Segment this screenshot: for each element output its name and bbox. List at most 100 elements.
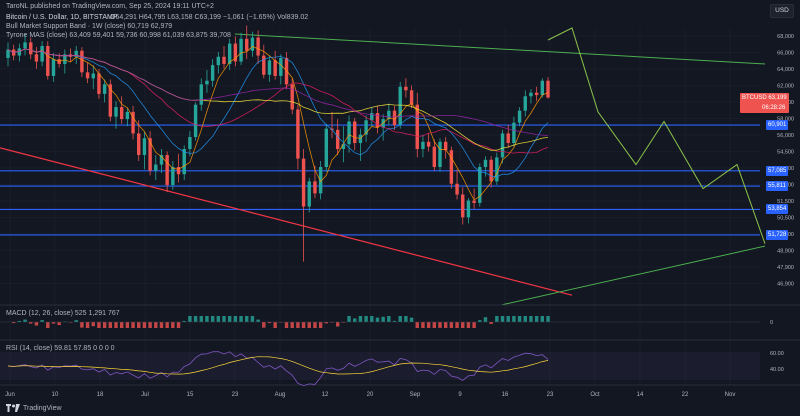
candle-body [46,45,50,76]
tradingview-footer[interactable]: TradingView [6,404,62,412]
symbol-title: Bitcoin / U.S. Dollar, 1D, BITSTAMP [6,14,118,21]
moving-average-line [7,48,549,178]
macd-bar [358,316,363,322]
macd-bar [125,322,130,328]
candle-body [188,137,192,150]
candle-body [216,56,221,66]
candle-body [364,120,368,135]
macd-bar [478,320,482,322]
candle-body [159,155,164,165]
macd-bar [34,322,39,326]
candle-body [341,144,346,150]
candle-body [392,110,397,126]
macd-bar [176,322,181,328]
price-axis-label: 54,500 [777,150,794,156]
candle-body [205,80,209,85]
candle-body [404,86,408,91]
candle-body [296,109,300,159]
macd-bar [506,316,510,322]
candle-body [370,113,374,121]
currency-selector[interactable]: USD [770,4,794,18]
macd-bar [51,322,56,324]
macd-bar [17,320,22,322]
macd-bar [85,322,90,328]
macd-bar [199,316,203,322]
macd-bar [438,322,442,328]
candle-body [489,159,493,182]
macd-bar [245,316,249,322]
macd-bar [335,322,340,327]
macd-bar [262,322,266,328]
candle-body [318,166,323,194]
candle-body [199,84,203,105]
candle-body [63,54,67,64]
macd-bar [398,316,402,322]
macd-bar [392,320,397,322]
tradingview-logo-icon [6,404,20,412]
candle-body [102,84,107,94]
macd-bar [330,322,334,323]
time-axis-label: 16 [502,392,509,398]
candle-body [114,107,118,117]
candle-body [210,65,215,81]
macd-bar [375,317,380,322]
macd-bar [29,322,33,324]
macd-bar [91,322,95,327]
candle-body [529,92,533,97]
macd-bar [353,318,357,322]
macd-bar [102,322,107,328]
macd-bar [415,322,419,328]
time-axis-label: 23 [232,392,239,398]
candle-body [461,194,465,218]
rsi-ma-line [7,356,549,375]
price-axis-label: 56,000 [777,133,794,139]
price-axis-label: 62,000 [777,84,794,90]
time-axis-label: Oct [590,392,600,398]
price-axis-label: 48,900 [777,249,794,255]
macd-bar [404,316,408,322]
candle-body [375,113,380,128]
macd-label: MACD (12, 26, close) 525 1,291 767 [6,310,120,317]
macd-bar [40,320,44,322]
level-price-tag: 60,901 [766,120,789,131]
macd-bar [529,316,533,322]
macd-bar [426,322,431,328]
macd-bar [273,322,277,328]
candle-body [478,166,482,203]
macd-bar [421,322,425,328]
candle-body [517,110,522,123]
candle-body [534,92,539,96]
macd-bar [290,322,294,328]
candle-body [313,181,317,194]
macd-bar [512,316,516,322]
rsi-band [0,352,760,380]
candle-body [472,200,476,203]
level-price-tag: 53,854 [766,204,789,215]
candle-body [290,84,294,110]
band-legend: Bull Market Support Band · 1W (close) 60… [6,23,173,30]
macd-bar [182,320,186,322]
macd-bar [461,322,465,328]
macd-bar [540,316,545,322]
macd-bar [489,322,493,324]
macd-bar [137,322,141,328]
candle-body [131,111,135,134]
candle-body [466,200,471,218]
macd-axis-label: 0 [770,320,773,326]
candle-body [148,138,152,171]
descending-trendline [0,147,573,296]
price-axis-label: 58,000 [777,117,794,123]
time-axis-label: Nov [725,392,736,398]
candle-body [227,43,232,64]
candle-body [347,121,351,145]
candle-body [415,104,419,150]
candle-body [51,59,56,76]
macd-bar [500,316,505,322]
macd-bar [341,322,346,323]
upper-trendline [234,33,766,65]
macd-bar [119,322,124,328]
macd-bar [131,322,135,328]
time-axis-label: 18 [97,392,104,398]
candle-body [91,73,95,79]
